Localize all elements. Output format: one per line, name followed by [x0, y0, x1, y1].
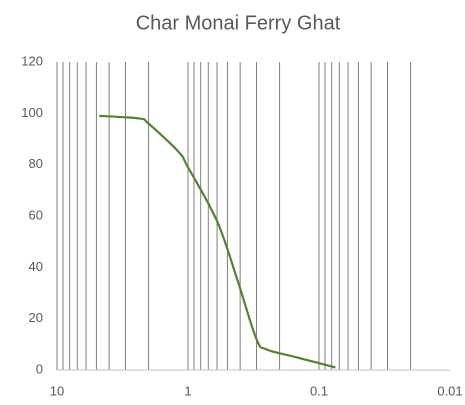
- x-tick-label: 1: [184, 383, 191, 398]
- chart-title: Char Monai Ferry Ghat: [136, 12, 341, 34]
- y-tick-label: 60: [29, 207, 43, 222]
- y-tick-label: 40: [29, 259, 43, 274]
- y-tick-label: 80: [29, 156, 43, 171]
- y-tick-label: 20: [29, 310, 43, 325]
- x-tick-label: 10: [50, 383, 64, 398]
- y-tick-label: 0: [36, 361, 43, 376]
- data-line: [99, 114, 336, 369]
- x-tick-label: 0.1: [310, 383, 328, 398]
- x-tick-label: 0.01: [437, 383, 462, 398]
- y-tick-label: 120: [21, 53, 43, 68]
- y-tick-label: 100: [21, 105, 43, 120]
